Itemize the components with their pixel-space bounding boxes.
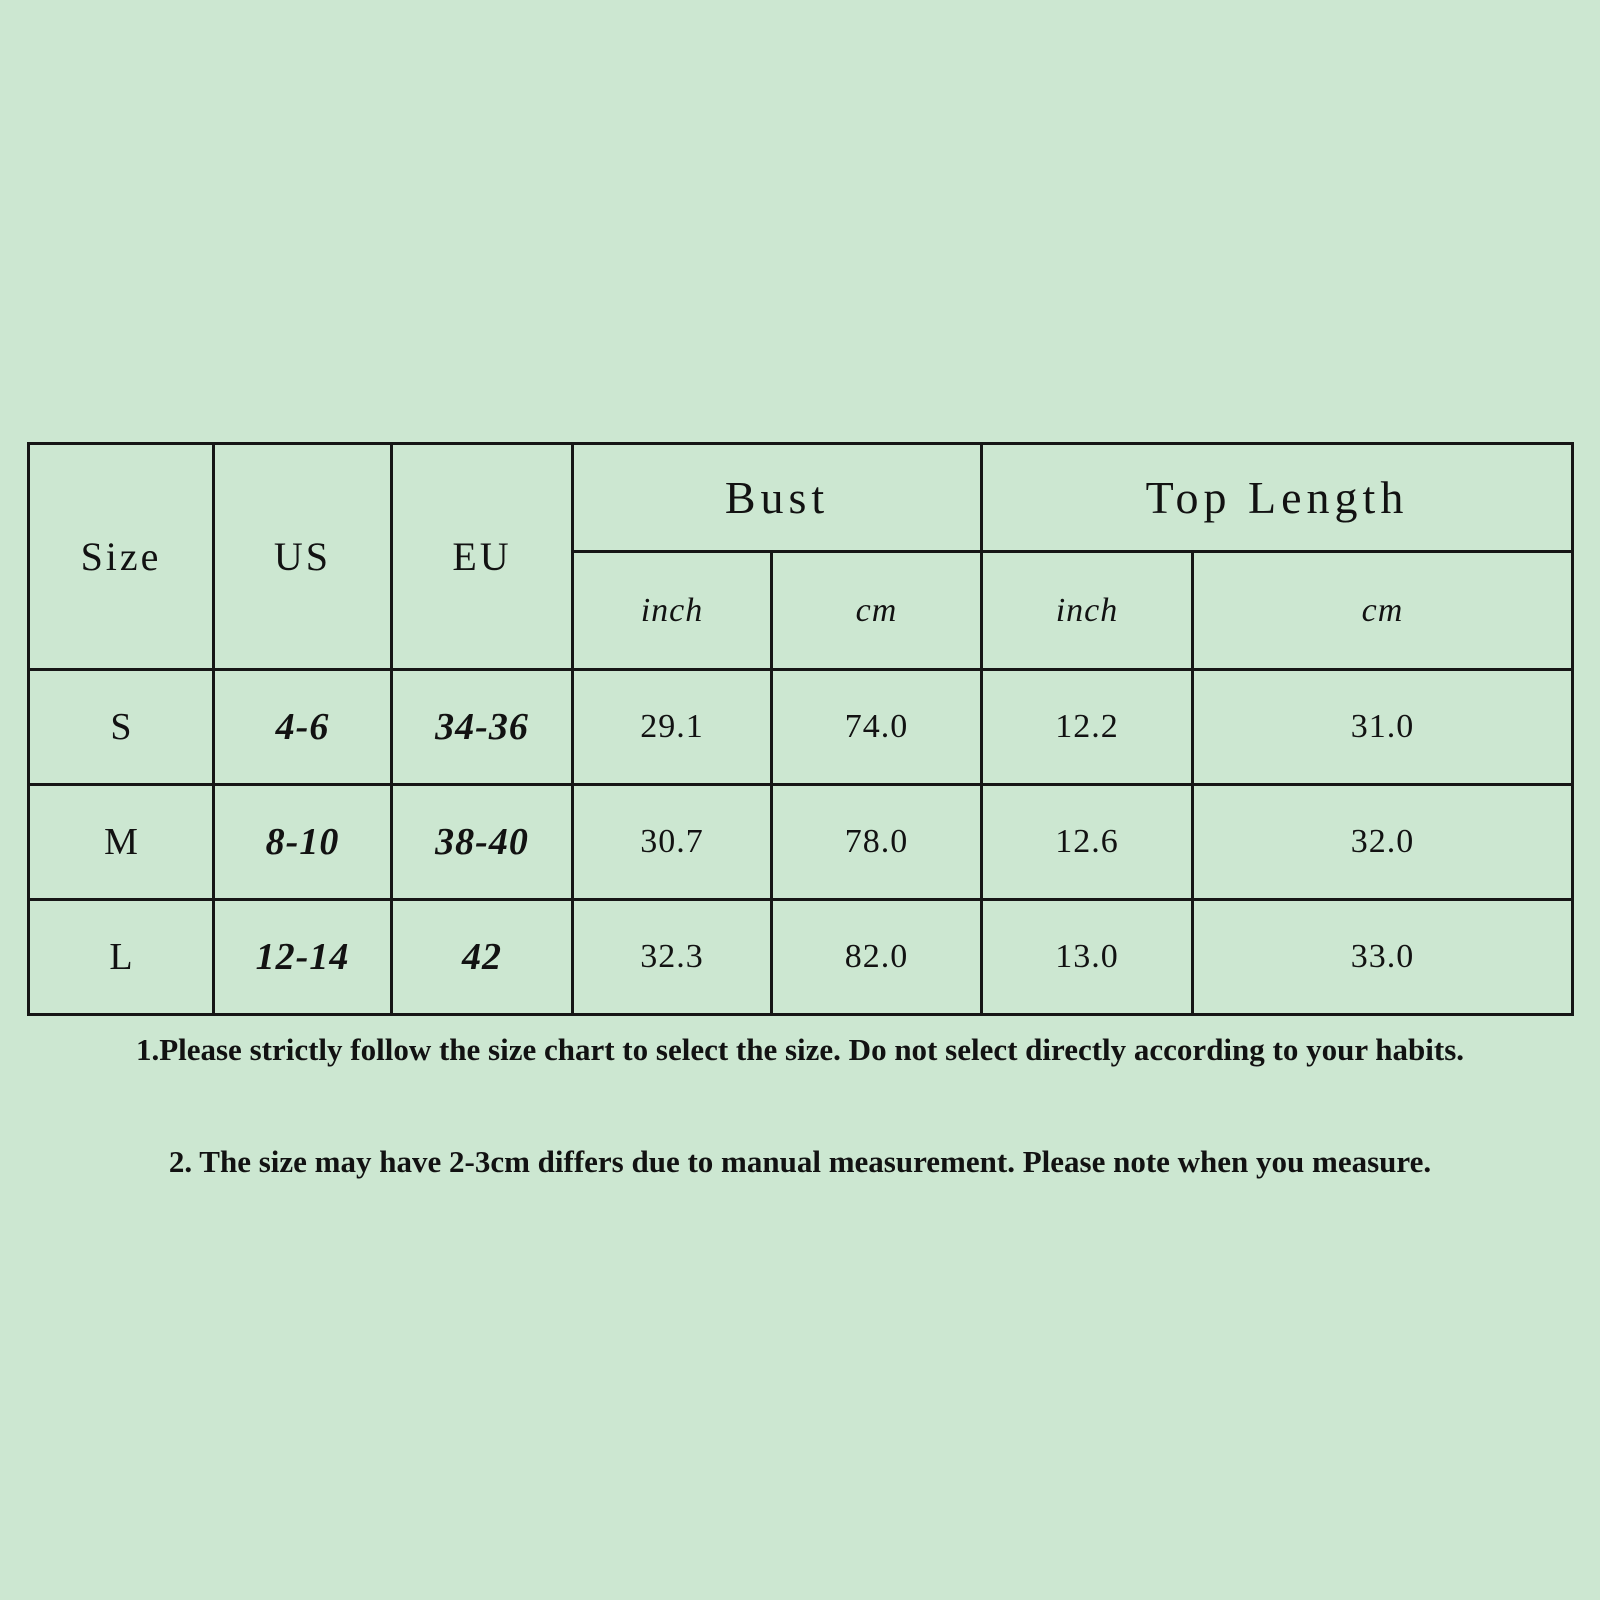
size-chart-table: Size US EU Bust Top Length inch cm inch …	[27, 442, 1574, 1016]
header-top-length-cm: cm	[1191, 550, 1574, 671]
header-size: Size	[27, 442, 215, 671]
table-row-l: L 12-14 42 32.3 82.0 13.0 33.0	[27, 898, 1574, 1016]
cell-bust-inch: 29.1	[571, 668, 773, 786]
header-top-length: Top Length	[980, 442, 1574, 553]
cell-eu: 38-40	[390, 783, 574, 901]
cell-bust-cm: 78.0	[770, 783, 983, 901]
cell-us: 12-14	[212, 898, 393, 1016]
cell-top-inch: 12.2	[980, 668, 1194, 786]
cell-top-cm: 32.0	[1191, 783, 1574, 901]
cell-bust-inch: 32.3	[571, 898, 773, 1016]
cell-top-cm: 33.0	[1191, 898, 1574, 1016]
cell-top-inch: 13.0	[980, 898, 1194, 1016]
note-select-size: 1.Please strictly follow the size chart …	[135, 1032, 1465, 1067]
cell-size: M	[27, 783, 215, 901]
cell-us: 8-10	[212, 783, 393, 901]
cell-size: S	[27, 668, 215, 786]
header-bust: Bust	[571, 442, 983, 553]
header-top-length-inch: inch	[980, 550, 1194, 671]
header-bust-inch: inch	[571, 550, 773, 671]
cell-bust-cm: 74.0	[770, 668, 983, 786]
cell-eu: 42	[390, 898, 574, 1016]
table-row-s: S 4-6 34-36 29.1 74.0 12.2 31.0	[27, 668, 1574, 786]
cell-us: 4-6	[212, 668, 393, 786]
note-measurement-tolerance: 2. The size may have 2-3cm differs due t…	[168, 1144, 1432, 1179]
cell-eu: 34-36	[390, 668, 574, 786]
cell-bust-inch: 30.7	[571, 783, 773, 901]
cell-bust-cm: 82.0	[770, 898, 983, 1016]
cell-size: L	[27, 898, 215, 1016]
cell-top-cm: 31.0	[1191, 668, 1574, 786]
cell-top-inch: 12.6	[980, 783, 1194, 901]
table-row-m: M 8-10 38-40 30.7 78.0 12.6 32.0	[27, 783, 1574, 901]
header-us: US	[212, 442, 393, 671]
header-eu: EU	[390, 442, 574, 671]
header-bust-cm: cm	[770, 550, 983, 671]
